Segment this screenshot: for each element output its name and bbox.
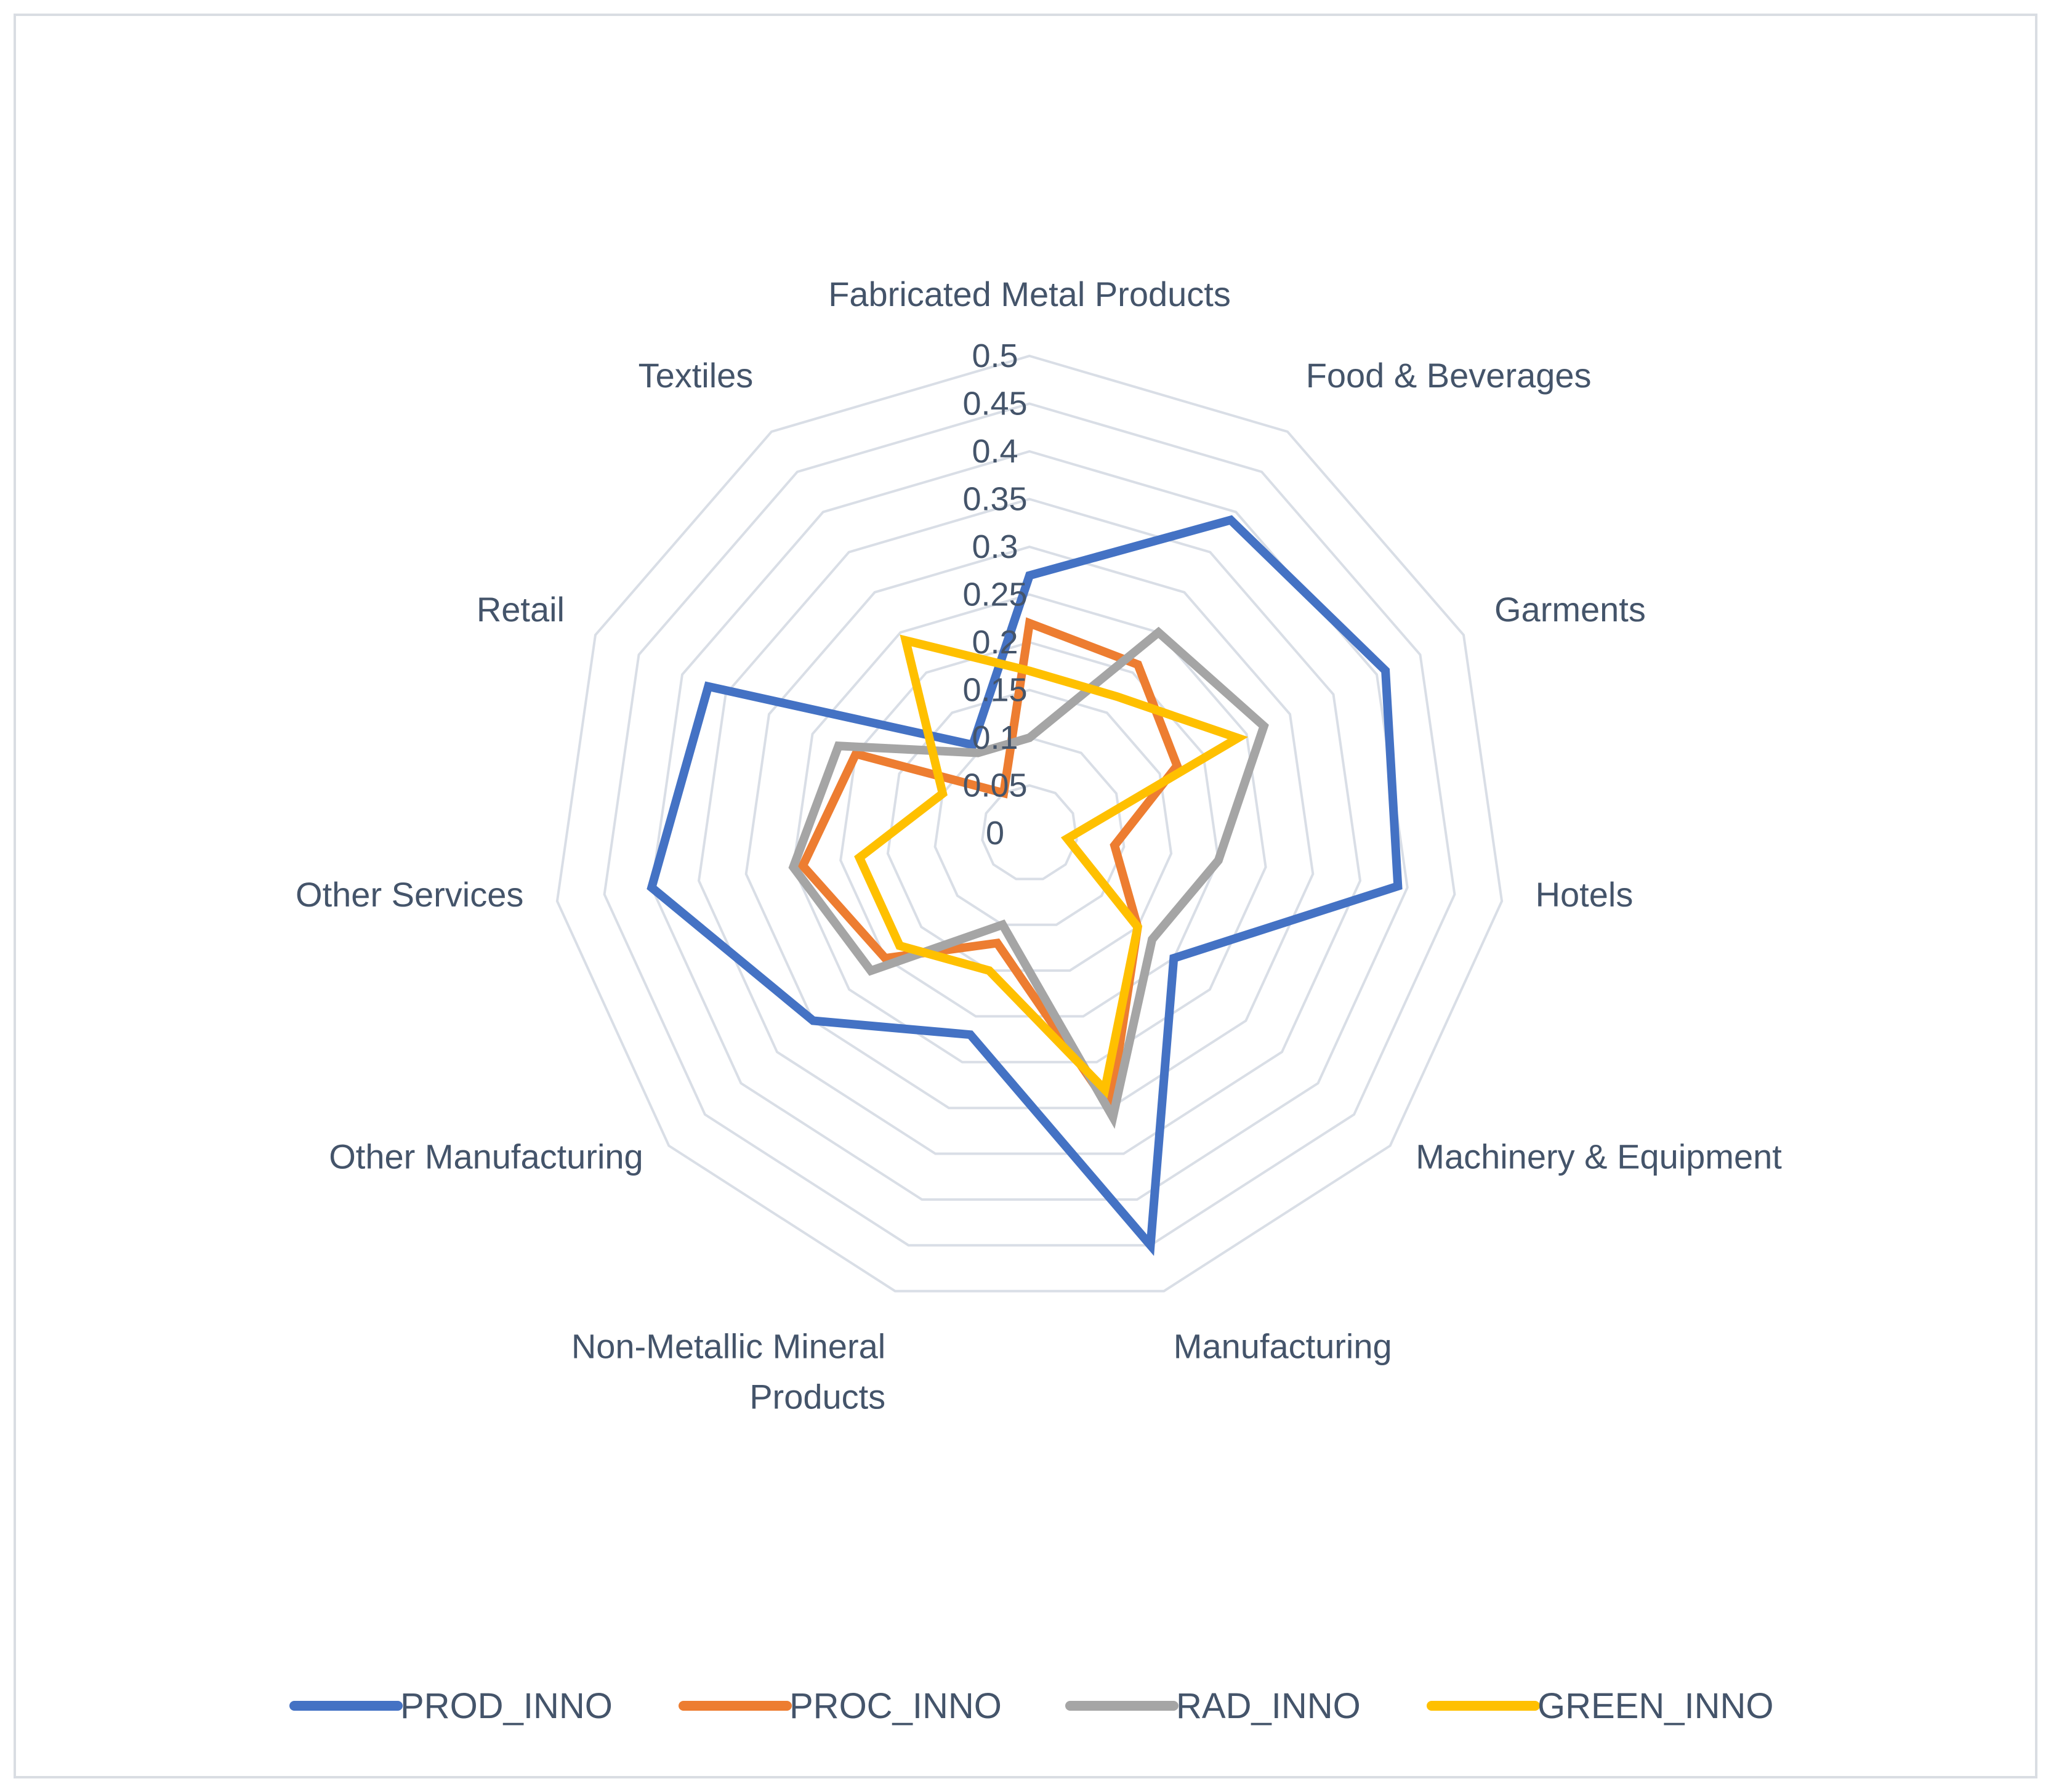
series-line-proc-inno — [797, 617, 1182, 1120]
category-label-non-metallic-mineral-products: Non-Metallic Mineral Products — [571, 1326, 885, 1416]
tick-label-1: 0.05 — [962, 767, 1027, 804]
category-label-other-services: Other Services — [296, 875, 523, 914]
grid-ring-1 — [981, 784, 1078, 881]
radar-series — [647, 515, 1403, 1256]
category-label-fabricated-metal-products: Fabricated Metal Products — [828, 275, 1231, 313]
series-line-rad-inno — [788, 626, 1269, 1129]
tick-label-2: 0.1 — [972, 719, 1018, 756]
tick-label-9: 0.45 — [962, 385, 1027, 422]
grid-ring-7 — [697, 498, 1362, 1155]
chart-frame — [14, 14, 2037, 1778]
tick-label-7: 0.35 — [962, 481, 1027, 518]
tick-label-6: 0.3 — [972, 528, 1018, 565]
category-label-garments: Garments — [1494, 590, 1646, 629]
legend-item-prod-inno: PROD_INNO — [289, 1686, 613, 1726]
tick-label-8: 0.4 — [972, 433, 1018, 470]
category-label-other-manufacturing: Other Manufacturing — [329, 1137, 643, 1176]
legend: PROD_INNO PROC_INNO RAD_INNO GREEN_INNO — [289, 1686, 1774, 1726]
radar-grid — [555, 354, 1504, 1293]
tick-label-10: 0.5 — [972, 337, 1018, 374]
tick-label-0: 0 — [986, 815, 1004, 852]
category-label-hotels: Hotels — [1536, 875, 1634, 914]
category-label-manufacturing: Manufacturing — [1174, 1326, 1392, 1365]
grid-ring-10 — [555, 354, 1504, 1293]
legend-item-green-inno: GREEN_INNO — [1427, 1686, 1774, 1726]
radial-tick-labels: 0 0.05 0.1 0.15 0.2 0.25 0.3 0.35 0.4 0.45 0.5 — [962, 337, 1027, 852]
legend-label: RAD_INNO — [1176, 1686, 1361, 1726]
legend-item-rad-inno: RAD_INNO — [1065, 1686, 1361, 1726]
category-labels: Fabricated Metal Products Food & Beverage… — [296, 275, 1782, 1416]
legend-item-proc-inno: PROC_INNO — [679, 1686, 1002, 1726]
legend-label: PROD_INNO — [400, 1686, 613, 1726]
legend-label: GREEN_INNO — [1537, 1686, 1774, 1726]
category-label-retail: Retail — [477, 590, 565, 629]
grid-ring-8 — [650, 450, 1409, 1201]
series-line-green-inno — [854, 634, 1249, 1099]
category-label-textiles: Textiles — [639, 356, 754, 395]
legend-label: PROC_INNO — [789, 1686, 1002, 1726]
tick-label-3: 0.15 — [962, 672, 1027, 709]
series-line-prod-inno — [647, 515, 1403, 1256]
category-label-food-beverages: Food & Beverages — [1306, 356, 1592, 395]
tick-label-4: 0.2 — [972, 624, 1018, 661]
tick-label-5: 0.25 — [962, 576, 1027, 613]
grid-ring-9 — [603, 402, 1456, 1247]
grid-ring-2 — [933, 736, 1126, 926]
category-label-machinery-equipment: Machinery & Equipment — [1416, 1137, 1782, 1176]
